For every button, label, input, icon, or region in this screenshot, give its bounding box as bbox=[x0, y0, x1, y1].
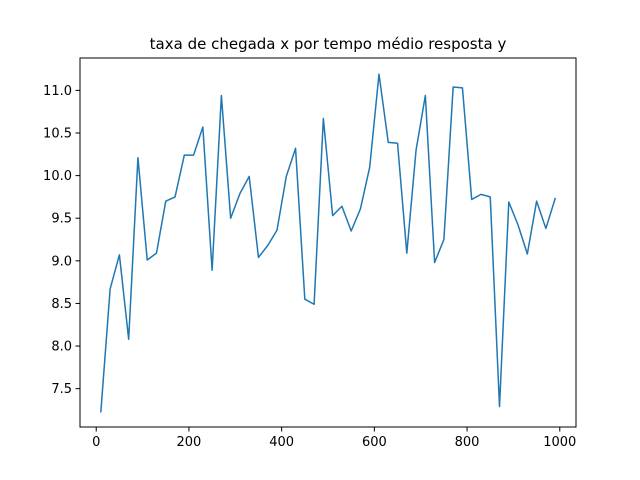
y-axis: 7.5 8.0 8.5 9.0 9.5 10.0 10.5 11.0 bbox=[43, 84, 80, 397]
x-tick-label: 400 bbox=[269, 435, 294, 450]
x-tick-label: 0 bbox=[92, 435, 100, 450]
y-tick-label: 10.0 bbox=[43, 169, 72, 184]
y-tick-label: 7.5 bbox=[51, 382, 72, 397]
y-tick-label: 8.0 bbox=[51, 340, 72, 355]
y-tick-label: 10.5 bbox=[43, 126, 72, 141]
chart-title: taxa de chegada x por tempo médio respos… bbox=[150, 35, 507, 53]
y-tick-label: 9.5 bbox=[51, 212, 72, 227]
y-tick-label: 11.0 bbox=[43, 84, 72, 99]
x-tick-label: 200 bbox=[177, 435, 202, 450]
x-tick-label: 600 bbox=[362, 435, 387, 450]
y-tick-label: 8.5 bbox=[51, 297, 72, 312]
x-axis: 0 200 400 600 800 1000 bbox=[92, 427, 576, 450]
series-line-0 bbox=[100, 73, 557, 413]
x-tick-label: 1000 bbox=[543, 435, 576, 450]
axes-frame bbox=[79, 57, 577, 428]
x-tick-label: 800 bbox=[455, 435, 480, 450]
y-tick-label: 9.0 bbox=[51, 254, 72, 269]
plot-area bbox=[100, 73, 557, 413]
